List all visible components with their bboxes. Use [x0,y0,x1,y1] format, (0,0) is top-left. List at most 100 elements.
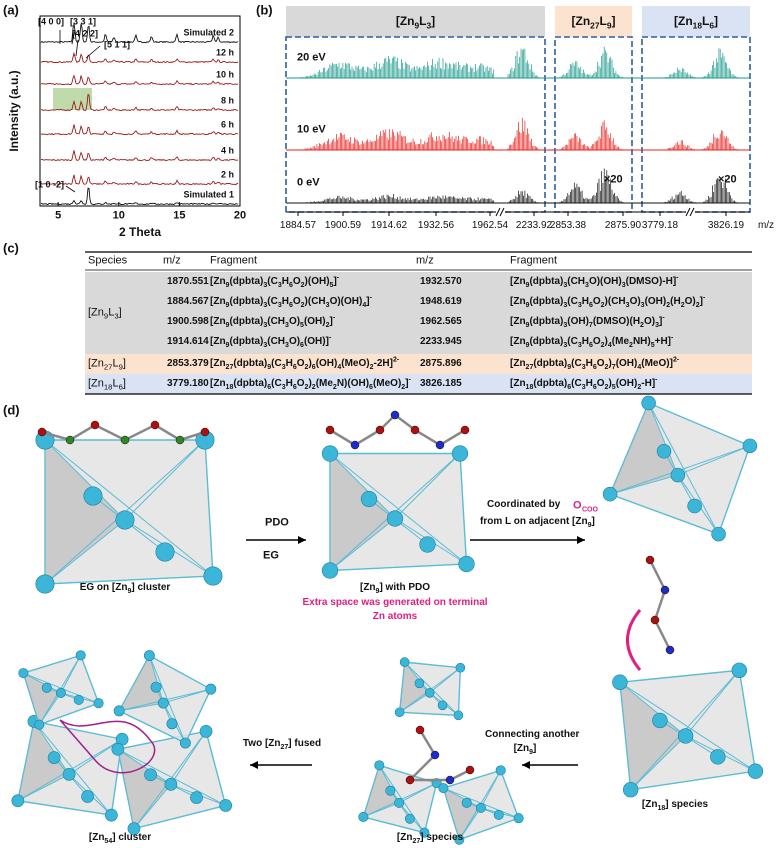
pattern-trace [40,187,239,206]
zn-atom [451,445,469,462]
table-cell: [Zn27(dpbta)9(C3H6O2)6(OH)4(MeO)2-2H]2- [210,356,400,371]
polyhedron-face [399,660,431,714]
table-cell: 1900.598 [167,316,209,327]
polyhedron-edge [394,453,461,519]
curved-arrow [626,609,642,671]
polyhedron-face [329,452,396,572]
polyhedron-edge [685,669,740,737]
zn-atom [83,486,103,506]
table-header: m/z [416,254,434,267]
trace-label: Simulated 1 [183,189,234,200]
species-header: [Zn9L3] [395,14,436,31]
ligand-atom [175,435,185,445]
table-cell: [Zn9(dpbta)3(CH3O)5(OH)2]- [210,314,336,329]
pattern-fit [40,94,239,111]
zn-atom [677,728,694,744]
zn-atom [747,763,764,779]
panel-label: (b) [256,2,273,18]
ligand-atom [410,425,420,435]
pattern-fit [40,75,239,85]
polyhedron-edge [677,445,751,476]
x-tick-label: 1914.62 [370,220,408,231]
zn-atom [374,760,385,771]
step-label: COO [582,506,598,514]
caption: [Zn18] species [641,799,709,813]
zn-atom [35,574,55,594]
zn-atom [18,668,29,679]
table-cell: 1948.619 [420,296,462,307]
ligand-atom [65,435,75,445]
table-cell: 3779.180 [167,378,209,389]
zn-atom [105,808,118,822]
table-cell: 2233.945 [420,336,462,347]
zn-atom [190,791,203,804]
zn-atom [81,790,94,803]
zn-atom [386,510,404,527]
pattern-trace [40,23,239,44]
zn-atom [115,510,135,530]
zn-atom [55,687,66,698]
dashed-box [641,36,751,213]
caption: EG on [Zn9] cluster [79,582,171,596]
zn-atom [321,562,339,579]
ligand-atom [405,775,415,785]
table-group-bg [85,272,752,354]
trace-label: 6 h [220,119,234,130]
table-cell: 3826.185 [420,378,462,389]
zn-atom [360,490,378,508]
polyhedron-face [44,438,126,586]
table-cell: [Zn9(dpbta)3(CH3O)(OH)3(DMSO)-H]- [510,274,679,289]
axis-break [685,207,691,217]
linker [59,719,156,774]
zn-atom [385,785,396,796]
zn-atom [179,737,191,749]
table-cell: 1914.614 [167,336,209,347]
polyhedron-edge [398,782,437,804]
x-tick-label: 2233.92 [515,220,553,231]
ligand-atom [435,440,445,450]
ligand-atom [390,410,400,420]
arrowhead [250,761,258,769]
zn-atom [622,782,639,798]
step-label: Coordinated by [487,499,561,510]
zn-atom [742,438,758,454]
zn-atom [602,486,618,502]
x-axis-label: m/z [757,220,775,231]
zn-atom [11,794,25,808]
panel-label: (c) [3,240,19,256]
pattern-fit [40,124,239,135]
zn-atom [475,802,486,813]
ligand-bond [329,413,466,447]
zn-atom [111,742,125,756]
polyhedron-edge [124,439,206,521]
zn-atom [113,705,125,717]
energy-label: 0 eV [297,176,320,189]
ligand-bond [648,559,672,651]
table-header: Fragment [510,254,558,267]
zn-atom [404,813,415,824]
ligand-atom [200,427,210,437]
zn-atom [157,697,169,709]
peak-label: [1 0 -2] [35,179,65,190]
zn-atom [424,687,435,698]
trace-label: 8 h [220,95,234,106]
energy-label: 20 eV [297,51,326,64]
caption: [Zn9] with PDO [359,582,431,596]
table-cell: [Zn9(dpbta)3(CH3O)6(OH)]- [210,334,332,349]
header-box [642,6,750,37]
zn-atom [399,657,410,667]
zn-atom [219,799,233,812]
ligand-atom [650,615,660,625]
zn-atom [150,681,162,693]
zn-atom [454,834,465,845]
zn-atom [203,566,223,586]
caption-note: Extra space was generated on terminal [302,597,488,608]
peak-label: [5 1 1] [104,39,131,50]
zn-atom [453,710,464,721]
table-cell: [Zn9(dpbta)3(OH)7(DMSO)(H2O)3]- [510,314,665,329]
peak-label: [4 2 2] [72,28,99,39]
polyhedron-face [17,720,70,802]
x-tick-label: 1900.59 [324,220,362,231]
trace-label: 4 h [220,145,234,156]
ligand-atom [120,435,130,445]
